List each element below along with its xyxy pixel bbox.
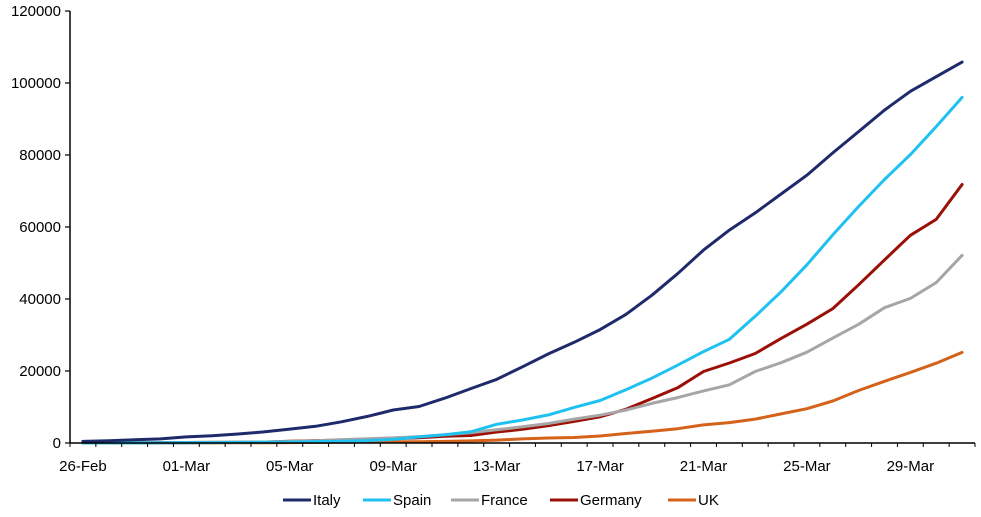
y-axis-tick-labels: 0 20000 40000 60000 80000 100000 120000 xyxy=(11,3,61,452)
x-axis-tick-labels: 26-Feb 01-Mar 05-Mar 09-Mar 13-Mar 17-Mar 21-M… xyxy=(59,458,934,475)
x-tick-label: 05-Mar xyxy=(266,458,314,475)
x-tick-label: 17-Mar xyxy=(576,458,624,475)
legend-label-germany: Germany xyxy=(580,492,642,509)
y-tick-label: 0 xyxy=(53,435,61,452)
x-tick-label: 29-Mar xyxy=(887,458,935,475)
y-tick-label: 100000 xyxy=(11,75,61,92)
y-tick-label: 40000 xyxy=(19,291,61,308)
series-line-italy xyxy=(81,60,964,443)
legend-label-spain: Spain xyxy=(393,492,431,509)
series-line-germany xyxy=(81,183,964,445)
legend: Italy Spain France Germany UK xyxy=(283,492,719,509)
legend-label-france: France xyxy=(481,492,528,509)
y-tick-label: 80000 xyxy=(19,147,61,164)
legend-label-uk: UK xyxy=(698,492,719,509)
y-tick-label: 120000 xyxy=(11,3,61,20)
x-tick-label: 26-Feb xyxy=(59,458,107,475)
axes xyxy=(65,10,976,447)
x-tick-label: 25-Mar xyxy=(783,458,831,475)
x-tick-label: 13-Mar xyxy=(473,458,521,475)
legend-label-italy: Italy xyxy=(313,492,341,509)
y-tick-label: 20000 xyxy=(19,363,61,380)
series-line-spain xyxy=(81,95,964,445)
x-tick-label: 01-Mar xyxy=(163,458,211,475)
plot-lines xyxy=(81,60,964,445)
x-tick-label: 21-Mar xyxy=(680,458,728,475)
series-line-france xyxy=(81,253,964,445)
y-tick-label: 60000 xyxy=(19,219,61,236)
x-tick-label: 09-Mar xyxy=(369,458,417,475)
